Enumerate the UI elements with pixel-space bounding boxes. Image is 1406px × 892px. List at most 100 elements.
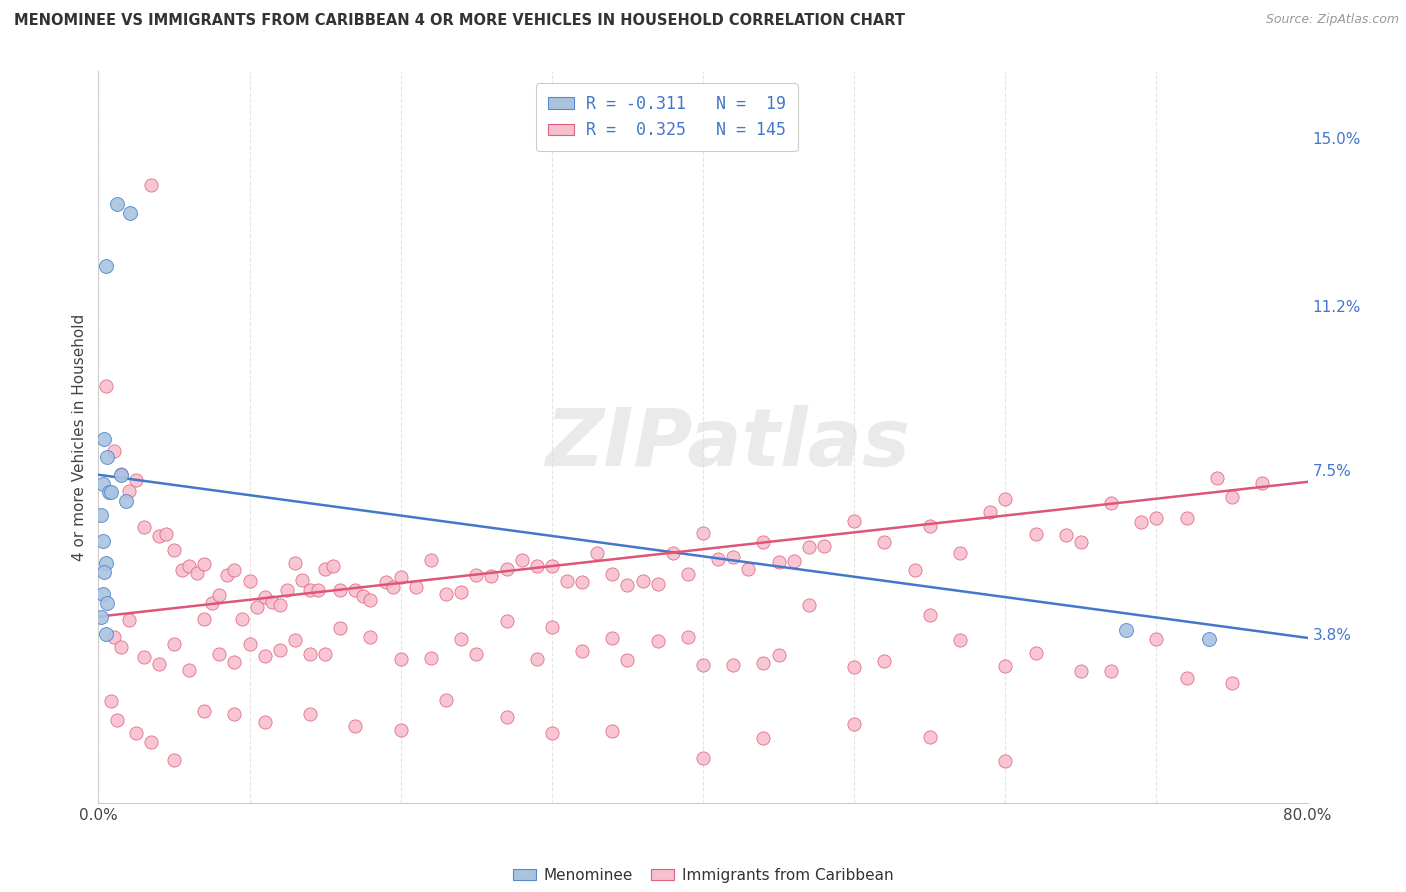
- Point: [389, 723, 412, 738]
- Point: [631, 574, 654, 589]
- Point: [224, 655, 246, 669]
- Point: [1054, 527, 1077, 541]
- Point: [91, 587, 114, 601]
- Point: [1146, 632, 1168, 647]
- Point: [322, 559, 344, 574]
- Point: [314, 648, 336, 662]
- Point: [231, 612, 253, 626]
- Point: [114, 494, 136, 508]
- Point: [1198, 632, 1220, 646]
- Point: [276, 583, 298, 598]
- Point: [1115, 623, 1137, 637]
- Point: [98, 485, 121, 500]
- Point: [1251, 475, 1274, 490]
- Point: [949, 632, 972, 647]
- Point: [1099, 664, 1122, 678]
- Point: [163, 637, 186, 651]
- Point: [163, 753, 186, 767]
- Point: [284, 633, 307, 648]
- Point: [707, 552, 730, 566]
- Point: [120, 206, 142, 220]
- Point: [616, 653, 638, 667]
- Point: [844, 660, 866, 674]
- Point: [208, 648, 231, 662]
- Point: [246, 600, 269, 615]
- Point: [602, 631, 624, 645]
- Point: [1220, 490, 1243, 504]
- Point: [676, 566, 699, 581]
- Point: [90, 508, 112, 522]
- Point: [949, 546, 972, 560]
- Point: [555, 574, 578, 589]
- Point: [450, 632, 472, 647]
- Point: [616, 578, 638, 592]
- Point: [1024, 526, 1046, 541]
- Point: [1175, 511, 1198, 525]
- Point: [481, 569, 503, 583]
- Point: [344, 719, 367, 733]
- Point: [132, 650, 155, 665]
- Point: [495, 614, 517, 628]
- Point: [299, 647, 322, 661]
- Point: [299, 583, 322, 598]
- Point: [1175, 671, 1198, 685]
- Point: [1099, 496, 1122, 510]
- Point: [253, 714, 276, 729]
- Point: [1070, 665, 1092, 679]
- Point: [125, 726, 148, 740]
- Point: [141, 735, 163, 749]
- Point: [540, 558, 562, 573]
- Point: [352, 589, 374, 603]
- Point: [768, 648, 790, 662]
- Point: [783, 554, 806, 568]
- Point: [239, 636, 262, 650]
- Point: [737, 562, 759, 576]
- Point: [420, 650, 443, 665]
- Point: [208, 588, 231, 602]
- Point: [1130, 515, 1153, 529]
- Point: [405, 580, 427, 594]
- Point: [105, 713, 128, 727]
- Point: [224, 707, 246, 722]
- Point: [125, 473, 148, 487]
- Point: [284, 556, 307, 570]
- Point: [723, 550, 745, 565]
- Point: [94, 627, 117, 641]
- Point: [768, 555, 790, 569]
- Point: [813, 539, 835, 553]
- Point: [571, 644, 593, 658]
- Point: [329, 582, 352, 597]
- Point: [389, 651, 412, 665]
- Point: [94, 260, 117, 274]
- Point: [873, 654, 896, 668]
- Point: [91, 534, 114, 549]
- Point: [179, 559, 201, 574]
- Point: [94, 557, 117, 571]
- Point: [103, 630, 125, 644]
- Point: [262, 594, 284, 608]
- Point: [1220, 676, 1243, 690]
- Point: [586, 547, 609, 561]
- Point: [307, 582, 329, 597]
- Point: [155, 527, 177, 541]
- Point: [253, 648, 276, 663]
- Point: [179, 664, 201, 678]
- Point: [110, 467, 132, 482]
- Point: [148, 529, 170, 543]
- Point: [374, 575, 396, 590]
- Point: [269, 643, 291, 657]
- Point: [723, 658, 745, 673]
- Point: [96, 596, 118, 610]
- Point: [1070, 535, 1092, 549]
- Text: ZIPatlas: ZIPatlas: [544, 405, 910, 483]
- Point: [752, 656, 775, 670]
- Point: [1206, 471, 1229, 485]
- Point: [269, 598, 291, 612]
- Point: [752, 731, 775, 745]
- Point: [193, 704, 215, 718]
- Point: [797, 598, 820, 612]
- Point: [844, 717, 866, 731]
- Point: [224, 563, 246, 577]
- Point: [382, 581, 405, 595]
- Point: [193, 558, 215, 572]
